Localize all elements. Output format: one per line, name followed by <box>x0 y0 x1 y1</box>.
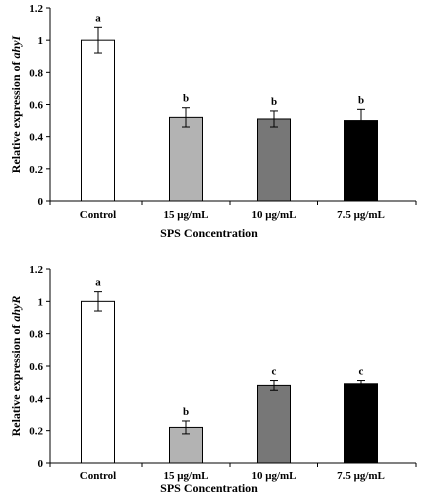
significance-label: a <box>95 277 101 289</box>
y-tick-label: 0 <box>38 196 44 208</box>
significance-label: b <box>183 406 189 418</box>
chart-2: 0 0.2 0.4 0.6 0.8 1 1.2 a Control b 15 μg/mL c 10 μg… <box>9 264 417 495</box>
y-tick-label: 0.8 <box>29 329 43 341</box>
y-axis-title-prefix: Relative expression of <box>9 58 23 173</box>
y-tick-label: 0.6 <box>29 100 43 112</box>
bar-1 <box>81 39 115 202</box>
category-label: Control <box>80 470 116 482</box>
y-tick-label: 0 <box>38 458 44 470</box>
x-axis-title: SPS Concentration <box>160 481 258 495</box>
category-label: 10 μg/mL <box>251 470 296 482</box>
bar-3 <box>257 118 291 202</box>
significance-label: c <box>359 366 364 378</box>
y-tick-label: 1 <box>38 35 44 47</box>
y-tick-label: 1 <box>38 296 44 308</box>
bar-3 <box>257 384 291 464</box>
y-axis-title-gene: ahyI <box>9 34 23 58</box>
y-axis-title-prefix: Relative expression of <box>9 322 23 437</box>
category-label: 15 μg/mL <box>163 209 208 221</box>
bar-4 <box>344 383 378 464</box>
y-tick-label: 0.2 <box>29 164 43 176</box>
y-tick-label: 0.6 <box>29 361 43 373</box>
y-tick-label: 0.2 <box>29 426 43 438</box>
bar-1 <box>81 300 115 464</box>
category-label: 7.5 μg/mL <box>337 209 385 221</box>
y-tick-label: 1.2 <box>29 264 43 276</box>
y-tick-label: 0.4 <box>29 393 43 405</box>
y-tick-label: 0.8 <box>29 67 43 79</box>
category-label: 7.5 μg/mL <box>337 470 385 482</box>
y-tick-label: 0.4 <box>29 132 43 144</box>
significance-label: b <box>183 93 189 105</box>
y-tick-label: 1.2 <box>29 3 43 15</box>
category-label: 15 μg/mL <box>163 470 208 482</box>
significance-label: a <box>95 12 101 24</box>
bar-4 <box>344 120 378 202</box>
category-label: Control <box>80 209 116 221</box>
y-axis-title: Relative expression of ahyR <box>9 296 23 437</box>
bar-2 <box>169 116 203 202</box>
category-label: 10 μg/mL <box>251 209 296 221</box>
y-axis-title-gene: ahyR <box>9 296 23 322</box>
x-axis-title: SPS Concentration <box>160 226 258 240</box>
y-axis-title: Relative expression of ahyI <box>9 34 23 173</box>
significance-label: c <box>272 366 277 378</box>
significance-label: b <box>358 94 364 106</box>
chart-1: 0 0.2 0.4 0.6 0.8 1 1.2 a Control b 15 μg/mL b 10 μg… <box>9 3 417 240</box>
significance-label: b <box>271 96 277 108</box>
